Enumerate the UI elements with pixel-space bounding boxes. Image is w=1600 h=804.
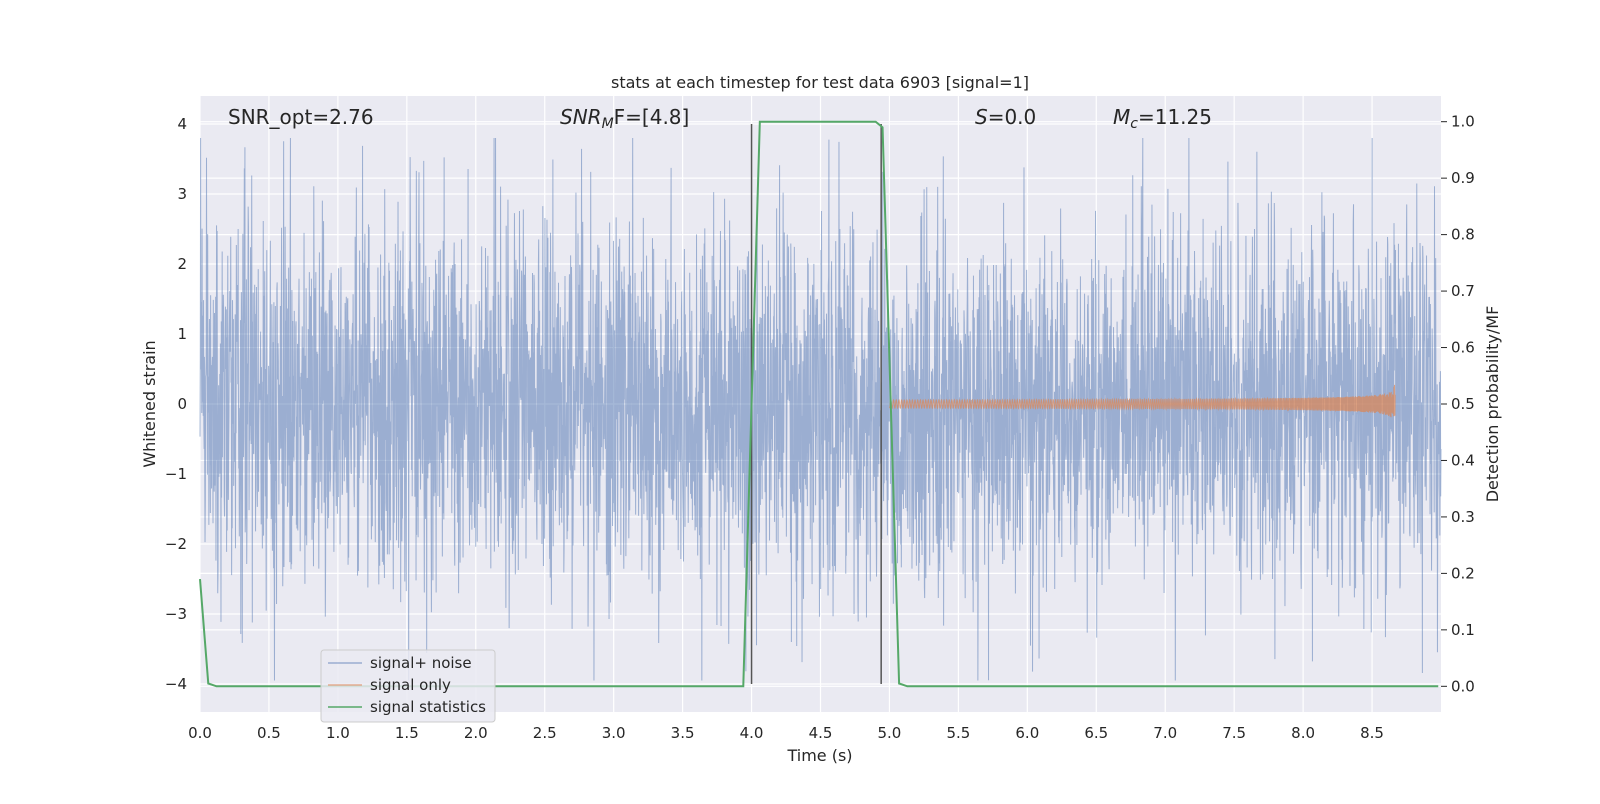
annotation-snr-mf-sub: M [602, 116, 614, 132]
y-left-tick-label: 2 [177, 255, 187, 273]
annotation-mc-sub: c [1130, 116, 1138, 132]
chart-title: stats at each timestep for test data 690… [611, 73, 1029, 92]
annotation-snr-opt: SNR_opt=2.76 [228, 105, 374, 129]
legend-label-stats: signal statistics [370, 698, 486, 716]
signal-plus-noise-series [199, 137, 1442, 681]
y-left-tick-label: −3 [165, 605, 187, 623]
legend-label-noise: signal+ noise [370, 654, 472, 672]
y-left-tick-label: 0 [177, 395, 187, 413]
annotation-mc-main: M [1113, 105, 1130, 129]
signal-only-series [888, 384, 1396, 418]
y-left-tick-label: −2 [165, 535, 187, 553]
y-right-tick-label: 0.3 [1451, 508, 1475, 526]
tick-labels: 0.0 0.5 1.0 1.5 2.0 2.5 3.0 3.5 4.0 4.5 5.0 5.5 6.0 6… [165, 113, 1475, 742]
x-tick-label: 8.0 [1291, 724, 1315, 742]
legend-label-signal: signal only [370, 676, 451, 694]
y-right-tick-label: 0.0 [1451, 677, 1475, 695]
annotation-snr-mf-rest: F=[4.8] [614, 105, 690, 129]
legend-box [320, 649, 496, 723]
annotation-snr-mf: SNRMF=[4.8] [560, 105, 689, 132]
x-tick-label: 7.0 [1153, 724, 1177, 742]
y-left-tick-label: −1 [165, 465, 187, 483]
x-tick-label: 7.5 [1222, 724, 1246, 742]
x-tick-label: 2.5 [533, 724, 557, 742]
x-tick-label: 6.5 [1084, 724, 1108, 742]
legend: signal+ noise signal only signal statist… [320, 649, 496, 723]
x-tick-label: 6.0 [1015, 724, 1039, 742]
y-right-tick-label: 0.2 [1451, 564, 1475, 582]
x-tick-label: 0.0 [188, 724, 212, 742]
y-right-tick-label: 0.8 [1451, 226, 1475, 244]
y-left-tick-label: −4 [165, 675, 187, 693]
signal-statistics-line [199, 120, 1439, 688]
x-tick-label: 0.5 [257, 724, 281, 742]
annotation-s-rest: =0.0 [988, 105, 1037, 129]
y-right-tick-label: 1.0 [1451, 113, 1475, 131]
x-tick-label: 8.5 [1360, 724, 1384, 742]
signal-statistics-series [199, 120, 1439, 688]
y-right-tick-label: 0.4 [1451, 451, 1475, 469]
annotation-mc: Mc=11.25 [1113, 105, 1212, 132]
y-left-tick-label: 1 [177, 325, 187, 343]
x-tick-label: 1.5 [395, 724, 419, 742]
x-tick-label: 3.5 [671, 724, 695, 742]
x-tick-label: 1.0 [326, 724, 350, 742]
x-tick-label: 4.0 [740, 724, 764, 742]
signal-only-line [888, 384, 1396, 418]
y-right-tick-label: 0.1 [1451, 621, 1475, 639]
y-right-tick-label: 0.7 [1451, 282, 1475, 300]
annotation-snr-mf-main: SNR [560, 105, 602, 129]
x-tick-label: 5.5 [946, 724, 970, 742]
x-tick-label: 2.0 [464, 724, 488, 742]
y-left-tick-label: 3 [177, 185, 187, 203]
y-right-tick-label: 0.9 [1451, 169, 1475, 187]
y-axis-label-left: Whitened strain [140, 340, 159, 467]
y-axis-label-right: Detection probability/MF [1483, 306, 1502, 503]
y-left-tick-label: 4 [177, 115, 187, 133]
y-right-tick-label: 0.5 [1451, 395, 1475, 413]
signal-plus-noise-line [199, 137, 1442, 681]
x-tick-label: 5.0 [878, 724, 902, 742]
annotation-s: S=0.0 [975, 105, 1036, 129]
x-tick-label: 3.0 [602, 724, 626, 742]
annotation-s-main: S [975, 105, 988, 129]
y-right-tick-label: 0.6 [1451, 339, 1475, 357]
annotation-mc-rest: =11.25 [1138, 105, 1212, 129]
x-axis-label: Time (s) [786, 746, 852, 765]
x-tick-label: 4.5 [809, 724, 833, 742]
